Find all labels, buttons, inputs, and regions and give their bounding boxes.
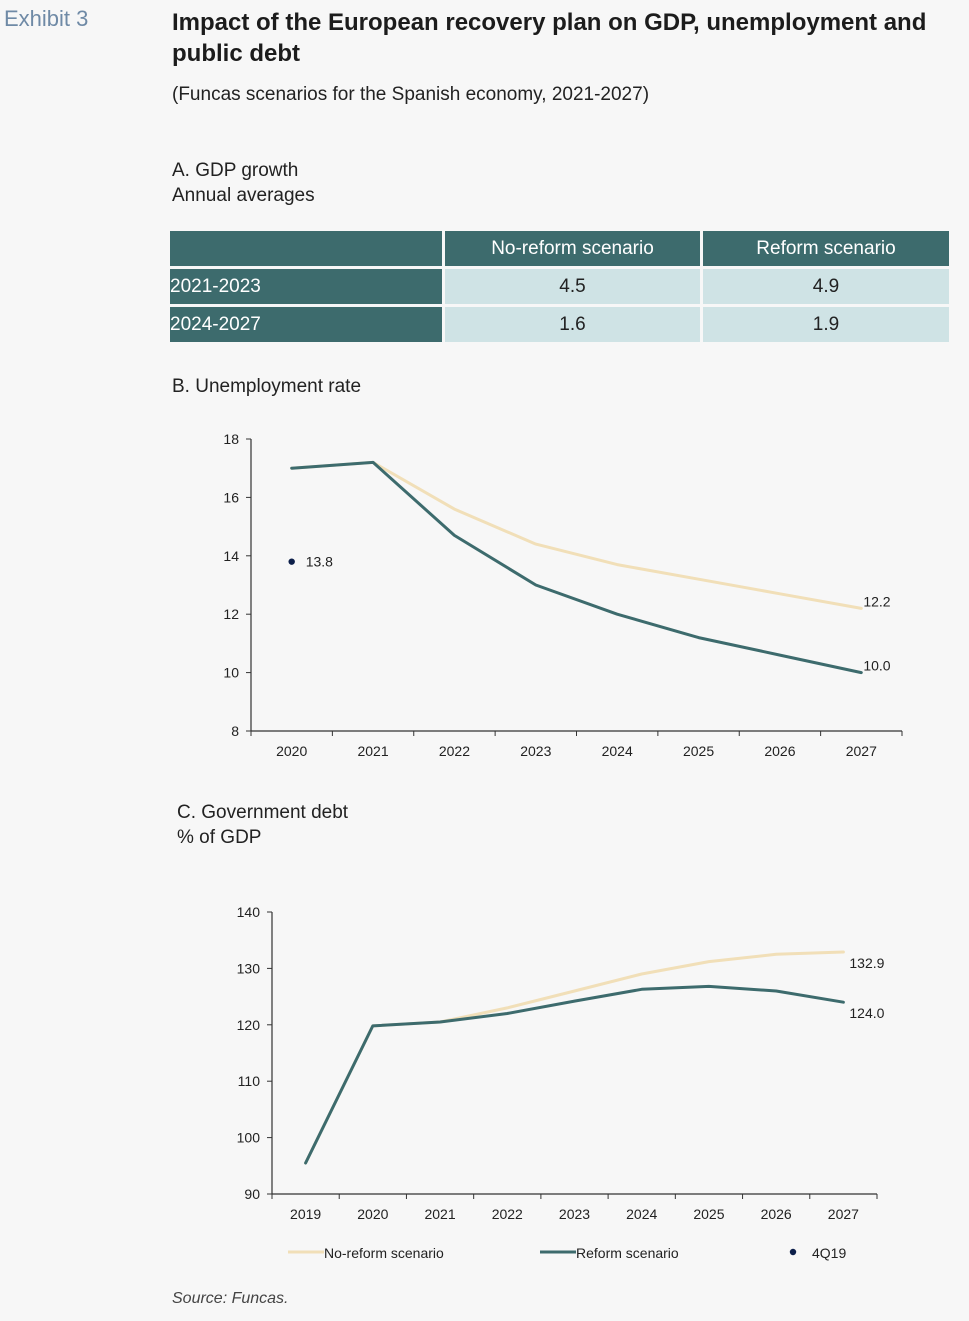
table-header-row: No-reform scenario Reform scenario	[170, 231, 949, 266]
table-cell: 1.9	[703, 307, 949, 342]
panel-c-subtitle: % of GDP	[177, 827, 262, 848]
y-tick-label: 140	[237, 904, 261, 920]
x-tick-label: 2023	[520, 743, 551, 759]
x-tick-label: 2020	[276, 743, 307, 759]
panel-c-header: C. Government debt % of GDP	[177, 800, 348, 850]
row-label: 2021-2023	[170, 269, 442, 304]
y-tick-label: 10	[223, 665, 239, 681]
y-tick-label: 90	[244, 1186, 260, 1202]
x-tick-label: 2026	[764, 743, 795, 759]
y-tick-label: 14	[223, 548, 239, 564]
marker-4q19	[288, 558, 295, 565]
table-cell: 1.6	[445, 307, 700, 342]
legend: No-reform scenario Reform scenario 4Q19	[288, 1245, 846, 1261]
end-label-no-reform: 12.2	[863, 593, 890, 609]
table-row: 2021-2023 4.5 4.9	[170, 269, 949, 304]
column-header: No-reform scenario	[445, 231, 700, 266]
y-tick-label: 130	[237, 960, 261, 976]
end-label-no-reform: 132.9	[849, 955, 884, 971]
panel-b-title: B. Unemployment rate	[172, 376, 362, 397]
table-cell: 4.9	[703, 269, 949, 304]
y-tick-label: 12	[223, 606, 239, 622]
x-tick-label: 2024	[602, 743, 633, 759]
column-header: Reform scenario	[703, 231, 949, 266]
reform-line	[290, 460, 863, 675]
end-label-reform: 10.0	[863, 658, 890, 674]
x-tick-label: 2022	[492, 1206, 523, 1222]
unemployment-chart: 8 10 12 14 16 18 2020 2021 2022 2023 2024 2025 2026 2…	[223, 431, 903, 759]
x-tick-label: 2025	[683, 743, 714, 759]
x-tick-label: 2026	[761, 1206, 792, 1222]
reform-line	[304, 984, 845, 1165]
x-tick-label: 2027	[828, 1206, 859, 1222]
legend-swatch	[789, 1248, 797, 1256]
x-tick-label: 2024	[626, 1206, 657, 1222]
y-tick-label: 8	[231, 723, 239, 739]
panel-c-title: C. Government debt	[177, 802, 349, 823]
y-tick-label: 120	[237, 1017, 261, 1033]
exhibit-subtitle: (Funcas scenarios for the Spanish econom…	[172, 84, 650, 105]
table-row: 2024-2027 1.6 1.9	[170, 307, 949, 342]
exhibit-label: Exhibit 3	[4, 6, 89, 31]
end-label-reform: 124.0	[849, 1005, 884, 1021]
x-tick-label: 2023	[559, 1206, 590, 1222]
gdp-growth-table: No-reform scenario Reform scenario 2021-…	[167, 228, 952, 345]
legend-label: 4Q19	[812, 1245, 846, 1261]
table-cell: 4.5	[445, 269, 700, 304]
panel-a-title: A. GDP growth	[172, 160, 299, 181]
y-tick-label: 16	[223, 489, 239, 505]
x-tick-label: 2019	[290, 1206, 321, 1222]
x-tick-label: 2025	[693, 1206, 724, 1222]
panel-a-header: A. GDP growth Annual averages	[172, 158, 315, 208]
x-tick-label: 2020	[357, 1206, 388, 1222]
y-tick-label: 110	[238, 1073, 261, 1089]
y-tick-label: 18	[223, 431, 239, 447]
government-debt-chart: 90 100 110 120 130 140 2019 2020 2021 2022 2023 202…	[237, 904, 885, 1222]
legend-label: Reform scenario	[576, 1245, 679, 1261]
exhibit-title: Impact of the European recovery plan on …	[172, 9, 927, 67]
x-tick-label: 2021	[357, 743, 388, 759]
x-tick-label: 2021	[424, 1206, 455, 1222]
marker-label: 13.8	[306, 554, 333, 570]
y-tick-label: 100	[237, 1130, 261, 1146]
row-label: 2024-2027	[170, 307, 442, 342]
no-reform-line	[304, 950, 845, 1165]
no-reform-line	[290, 460, 863, 610]
x-tick-label: 2027	[846, 743, 877, 759]
x-tick-label: 2022	[439, 743, 470, 759]
source-note: Source: Funcas.	[172, 1290, 289, 1307]
table-corner-cell	[170, 231, 442, 266]
legend-label: No-reform scenario	[324, 1245, 444, 1261]
panel-a-subtitle: Annual averages	[172, 185, 315, 206]
